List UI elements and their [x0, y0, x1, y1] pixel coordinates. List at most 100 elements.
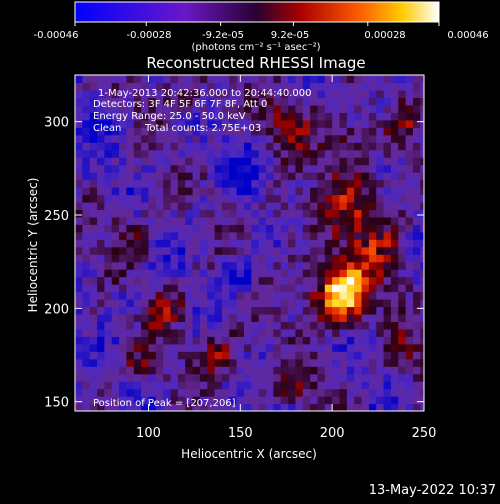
heatmap-cell	[273, 104, 282, 113]
heatmap-cell	[214, 142, 223, 151]
heatmap-cell	[104, 194, 113, 203]
heatmap-cell	[221, 276, 230, 285]
heatmap-cell	[405, 239, 414, 248]
heatmap-cell	[251, 276, 260, 285]
annotation-method: Clean	[93, 123, 121, 134]
heatmap-cell	[339, 358, 348, 367]
heatmap-cell	[141, 396, 150, 405]
heatmap-cell	[420, 276, 424, 285]
heatmap-cell	[288, 149, 297, 158]
heatmap-cell	[288, 239, 297, 248]
heatmap-cell	[97, 239, 105, 248]
heatmap-cell	[163, 216, 172, 225]
heatmap-cell	[133, 276, 142, 285]
heatmap-cell	[302, 321, 311, 330]
heatmap-cell	[119, 358, 128, 367]
heatmap-cell	[383, 403, 392, 411]
heatmap-cell	[288, 254, 297, 263]
heatmap-cell	[199, 179, 208, 188]
heatmap-cell	[280, 89, 289, 98]
heatmap-cell	[155, 201, 164, 210]
heatmap-cell	[207, 246, 216, 255]
heatmap-cell	[354, 112, 363, 121]
heatmap-cell	[332, 306, 341, 315]
heatmap-cell	[398, 187, 407, 196]
heatmap-cell	[412, 157, 421, 166]
heatmap-cell	[295, 75, 304, 84]
heatmap-cell	[302, 396, 311, 405]
heatmap-cell	[141, 179, 150, 188]
heatmap-cell	[236, 172, 245, 181]
heatmap-cell	[324, 306, 333, 315]
heatmap-cell	[229, 366, 238, 375]
heatmap-cell	[383, 373, 392, 382]
heatmap-cell	[317, 119, 326, 128]
heatmap-cell	[236, 216, 245, 225]
heatmap-cell	[207, 381, 216, 390]
heatmap-cell	[141, 328, 150, 337]
heatmap-cell	[280, 187, 289, 196]
colorbar-tick-1: -0.00028	[127, 30, 172, 41]
heatmap-cell	[251, 254, 260, 263]
heatmap-cell	[177, 321, 186, 330]
heatmap-cell	[273, 209, 282, 218]
heatmap-cell	[346, 194, 355, 203]
heatmap-cell	[361, 343, 370, 352]
heatmap-cell	[133, 291, 142, 300]
heatmap-cell	[390, 276, 399, 285]
heatmap-cell	[280, 231, 289, 240]
heatmap-cell	[229, 276, 238, 285]
heatmap-cell	[376, 321, 385, 330]
heatmap-cell	[75, 291, 83, 300]
heatmap-cell	[398, 201, 407, 210]
heatmap-cell	[390, 306, 399, 315]
heatmap-cell	[148, 157, 157, 166]
heatmap-cell	[170, 276, 179, 285]
heatmap-cell	[383, 224, 392, 233]
heatmap-cell	[177, 299, 186, 308]
heatmap-cell	[266, 328, 274, 337]
heatmap-cell	[75, 321, 83, 330]
heatmap-cell	[236, 179, 245, 188]
heatmap-cell	[420, 172, 424, 181]
heatmap-cell	[332, 201, 341, 210]
heatmap-cell	[185, 313, 194, 322]
heatmap-cell	[214, 291, 223, 300]
heatmap-cell	[155, 231, 164, 240]
heatmap-cell	[398, 373, 407, 382]
heatmap-cell	[148, 75, 157, 84]
heatmap-cell	[266, 261, 274, 270]
heatmap-cell	[302, 142, 311, 151]
heatmap-cell	[155, 261, 164, 270]
heatmap-cell	[119, 75, 128, 84]
heatmap-cell	[332, 299, 341, 308]
heatmap-cell	[177, 179, 186, 188]
heatmap-cell	[390, 396, 399, 405]
heatmap-cell	[185, 231, 194, 240]
heatmap-cell	[310, 396, 319, 405]
heatmap-cell	[133, 164, 142, 173]
heatmap-cell	[251, 134, 260, 143]
heatmap-cell	[214, 157, 223, 166]
heatmap-cell	[420, 216, 424, 225]
heatmap-cell	[236, 381, 245, 390]
heatmap-cell	[324, 127, 333, 136]
heatmap-cell	[126, 313, 135, 322]
heatmap-cell	[133, 119, 142, 128]
heatmap-cell	[346, 216, 355, 225]
heatmap-cell	[82, 134, 91, 143]
heatmap-cell	[280, 343, 289, 352]
heatmap-cell	[251, 313, 260, 322]
heatmap-cell	[354, 75, 363, 84]
heatmap-cell	[398, 127, 407, 136]
heatmap-cell	[398, 119, 407, 128]
heatmap-cell	[221, 358, 230, 367]
heatmap-cell	[405, 187, 414, 196]
heatmap-cell	[420, 224, 424, 233]
heatmap-cell	[339, 313, 348, 322]
heatmap-cell	[155, 119, 164, 128]
heatmap-cell	[266, 254, 274, 263]
heatmap-cell	[163, 396, 172, 405]
heatmap-cell	[75, 97, 83, 106]
heatmap-cell	[192, 127, 201, 136]
